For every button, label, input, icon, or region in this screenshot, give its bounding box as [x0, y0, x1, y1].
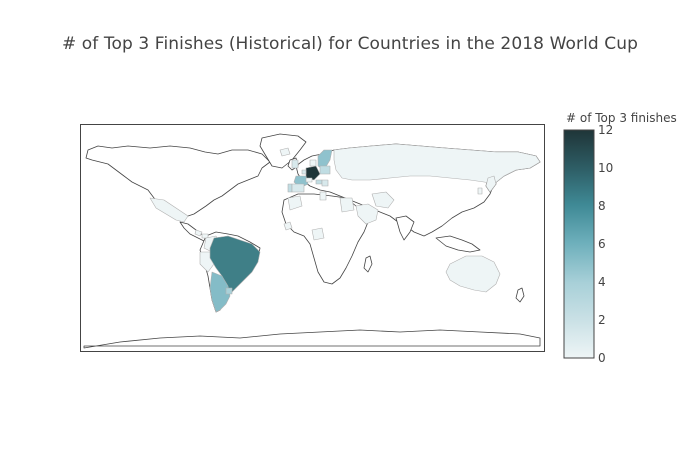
country-australia — [445, 255, 501, 293]
country-england — [291, 159, 299, 169]
country-iceland — [279, 147, 291, 157]
country-saudi-arabia — [355, 203, 379, 225]
colorbar-tick-label: 10 — [598, 161, 613, 175]
country-senegal — [283, 221, 293, 231]
africa-landmass — [281, 193, 369, 285]
country-tunisia — [319, 191, 327, 201]
country-belgium — [301, 169, 307, 175]
country-spain — [291, 183, 305, 193]
colorbar-tick-label: 4 — [598, 275, 606, 289]
country-croatia — [315, 179, 323, 185]
colorbar-tick-label: 12 — [598, 123, 613, 137]
country-morocco — [287, 195, 303, 211]
country-egypt — [339, 197, 355, 213]
madagascar-landmass — [363, 255, 373, 273]
country-switzerland — [305, 177, 313, 183]
antarctica-landmass — [83, 329, 541, 349]
country-uruguay — [225, 287, 233, 295]
colorbar-tick-label: 0 — [598, 351, 606, 365]
country-japan — [485, 175, 497, 193]
country-serbia — [321, 179, 329, 187]
colorbar-tick-label: 8 — [598, 199, 606, 213]
chart-title: # of Top 3 Finishes (Historical) for Cou… — [61, 34, 639, 54]
north-america-landmass — [85, 145, 271, 221]
colorbar-tick-label: 2 — [598, 313, 606, 327]
colorbar-border — [563, 129, 595, 359]
colorbar-tick-label: 6 — [598, 237, 606, 251]
country-sweden — [317, 149, 333, 171]
country-russia — [333, 143, 541, 185]
country-panama — [201, 233, 209, 239]
colorbar-title: # of Top 3 finishes — [566, 111, 677, 125]
southeast-asia-islands — [435, 235, 481, 253]
country-nigeria — [311, 227, 325, 241]
country-argentina — [209, 271, 231, 313]
country-iran — [371, 191, 395, 209]
country-costa-rica — [194, 229, 203, 237]
country-portugal — [287, 183, 293, 193]
new-zealand-landmass — [515, 287, 525, 303]
country-poland — [319, 165, 331, 175]
colorbar-gradient — [564, 130, 594, 358]
country-mexico — [149, 197, 189, 223]
country-brazil — [209, 235, 261, 295]
country-denmark — [309, 159, 317, 167]
country-south-korea — [477, 187, 483, 195]
india-landmass — [395, 215, 415, 241]
